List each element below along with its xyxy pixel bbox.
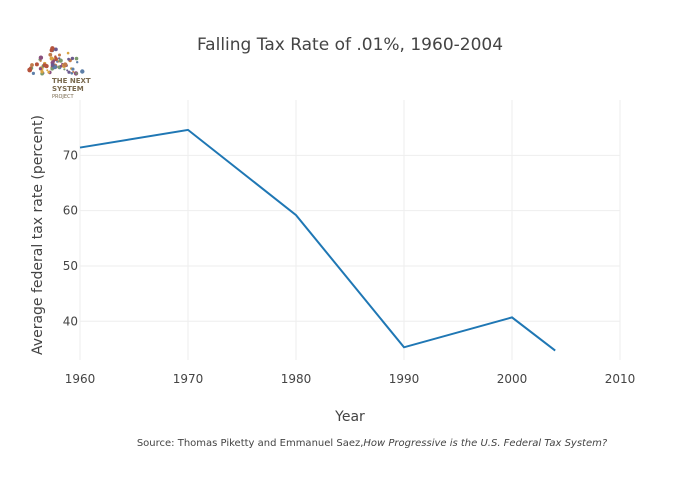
source-note: Source: Thomas Piketty and Emmanuel Saez… xyxy=(137,438,608,449)
logo-dot xyxy=(63,68,66,71)
logo-dot xyxy=(66,69,69,72)
logo-line1: THE NEXT xyxy=(52,77,91,85)
y-tick-label: 40 xyxy=(63,314,78,328)
logo-dot xyxy=(56,60,59,63)
logo-dot xyxy=(49,48,54,53)
tick-layer: 1960 1970 1980 1990 2000 2010 40 50 60 70 xyxy=(63,148,636,386)
logo-dot xyxy=(54,47,58,52)
logo-dot xyxy=(67,57,70,61)
source-title: How Progressive is the U.S. Federal Tax … xyxy=(363,438,607,449)
x-tick-label: 1970 xyxy=(173,372,204,386)
grid-layer xyxy=(79,100,621,360)
logo-dot xyxy=(46,69,49,72)
x-tick-label: 1960 xyxy=(65,372,96,386)
y-tick-label: 70 xyxy=(63,148,78,162)
logo-dot xyxy=(30,63,34,67)
logo-dot xyxy=(50,63,55,67)
logo-dot xyxy=(48,52,53,57)
logo-dot xyxy=(58,58,63,63)
series-line xyxy=(79,128,556,352)
x-tick-label: 1990 xyxy=(389,372,420,386)
logo-line2: SYSTEM xyxy=(52,85,84,93)
y-axis-title: Average federal tax rate (percent) xyxy=(30,115,46,355)
x-tick-label: 2010 xyxy=(605,372,636,386)
logo: THE NEXT SYSTEM PROJECT xyxy=(27,46,91,100)
logo-dot xyxy=(70,72,74,75)
logo-dot xyxy=(70,56,75,61)
logo-dot xyxy=(66,51,70,55)
logo-dot xyxy=(72,70,75,73)
x-tick-label: 1980 xyxy=(281,372,312,386)
source-prefix: Source: Thomas Piketty and Emmanuel Saez… xyxy=(137,438,364,449)
logo-line3: PROJECT xyxy=(52,94,75,100)
x-axis-title: Year xyxy=(334,409,365,425)
y-tick-label: 60 xyxy=(63,204,78,218)
logo-dot xyxy=(80,69,85,74)
logo-dot xyxy=(40,70,44,74)
logo-dot xyxy=(62,62,68,67)
logo-dot xyxy=(58,53,61,57)
logo-dot xyxy=(67,70,71,74)
logo-dot xyxy=(57,65,61,69)
logo-dot xyxy=(76,61,79,64)
logo-dot xyxy=(74,56,79,61)
logo-dot xyxy=(47,70,50,74)
x-tick-label: 2000 xyxy=(497,372,528,386)
logo-dot xyxy=(44,64,49,69)
logo-tree-icon xyxy=(27,46,85,76)
logo-dot xyxy=(59,64,63,68)
chart-title: Falling Tax Rate of .01%, 1960-2004 xyxy=(197,35,503,55)
logo-dot xyxy=(34,62,39,67)
series-layer xyxy=(79,128,556,352)
logo-dot xyxy=(29,66,32,70)
logo-dot xyxy=(49,56,54,61)
logo-dot xyxy=(38,67,43,71)
y-tick-label: 50 xyxy=(63,259,78,273)
logo-dot xyxy=(75,72,78,75)
logo-dot xyxy=(71,67,75,71)
logo-dot xyxy=(31,71,35,75)
logo-dot xyxy=(38,55,44,60)
